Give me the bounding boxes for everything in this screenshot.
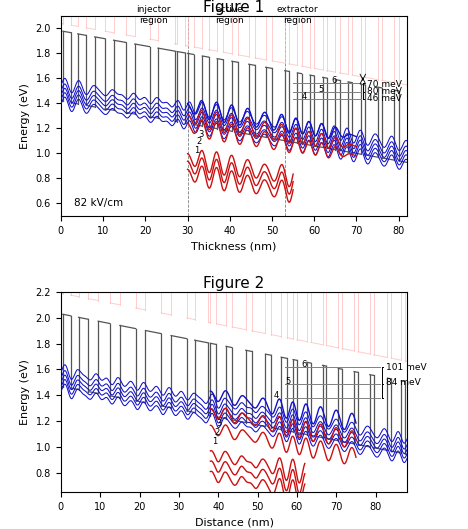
Text: 3: 3 <box>198 130 204 139</box>
Y-axis label: Energy (eV): Energy (eV) <box>20 83 30 149</box>
Text: active
region: active region <box>215 5 244 25</box>
Text: 70 meV: 70 meV <box>367 79 402 88</box>
Text: 1: 1 <box>212 437 218 446</box>
Text: 2: 2 <box>196 138 201 147</box>
X-axis label: Thickness (nm): Thickness (nm) <box>191 241 277 251</box>
Title: Figure 1: Figure 1 <box>204 0 264 15</box>
Text: 82 kV/cm: 82 kV/cm <box>73 198 123 208</box>
Text: 6: 6 <box>301 360 306 369</box>
Title: Figure 2: Figure 2 <box>204 276 264 291</box>
Text: 80 meV: 80 meV <box>367 87 402 96</box>
Text: 6: 6 <box>331 76 336 85</box>
Text: 4: 4 <box>273 391 278 400</box>
Text: 84 meV: 84 meV <box>386 378 420 387</box>
Y-axis label: Energy (eV): Energy (eV) <box>20 359 30 425</box>
Text: 2: 2 <box>214 427 219 436</box>
Text: 46 meV: 46 meV <box>367 94 402 103</box>
Text: 101 meV: 101 meV <box>386 363 426 372</box>
Text: 5: 5 <box>285 377 291 386</box>
Text: 1: 1 <box>194 146 199 155</box>
Text: extractor
region: extractor region <box>277 5 318 25</box>
Text: 3: 3 <box>216 418 222 427</box>
X-axis label: Distance (nm): Distance (nm) <box>195 517 273 527</box>
Text: injector
region: injector region <box>137 5 171 25</box>
Text: 4: 4 <box>301 92 307 101</box>
Text: 5: 5 <box>318 85 324 94</box>
